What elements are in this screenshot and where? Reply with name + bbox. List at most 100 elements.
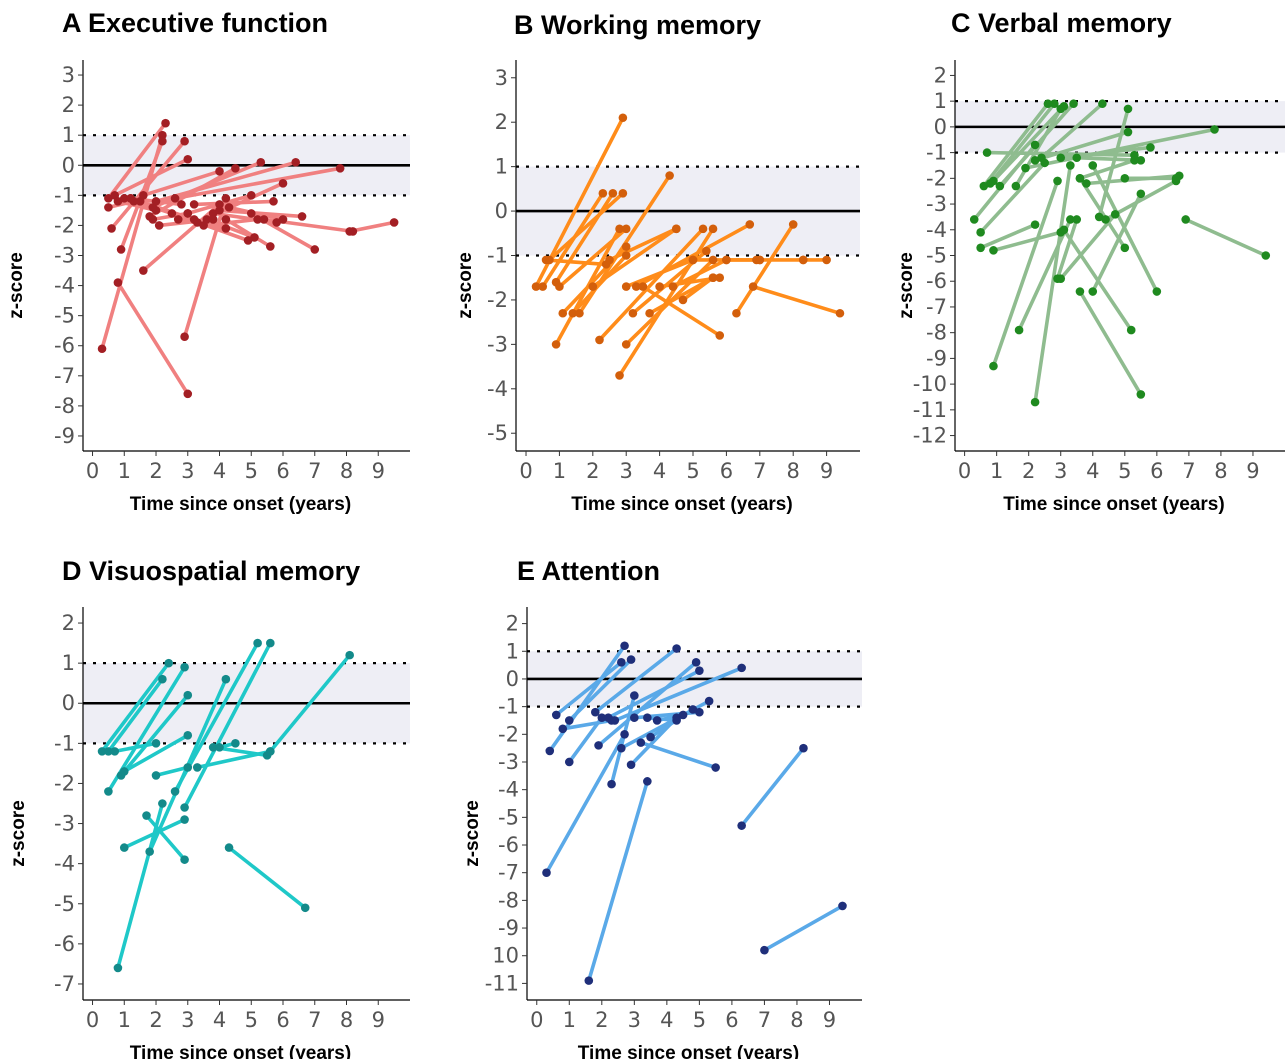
trajectory-line [1023,127,1217,170]
data-point [266,747,275,756]
data-point [180,662,189,672]
data-point [215,200,224,209]
x-tick-label: 6 [720,459,733,483]
trajectory-line [1097,107,1130,219]
data-point [183,731,193,740]
trajectory-line [227,205,285,222]
data-point [708,273,718,283]
trajectory-line [612,666,744,723]
data-point [695,666,704,675]
y-tick-label: -11 [485,971,519,995]
data-point [183,690,193,700]
data-point [597,713,607,723]
data-point [231,163,240,173]
data-point [1030,140,1040,150]
y-tick-label: -3 [926,192,947,216]
y-tick-label: 2 [495,110,508,134]
trajectory-line [991,179,1060,368]
data-point [708,224,718,234]
data-point [1136,156,1146,165]
data-point [564,716,574,725]
data-point [615,224,624,234]
trajectory-line [641,284,722,338]
data-point [655,282,664,291]
y-tick-label: 1 [934,89,947,113]
data-point [628,308,638,318]
x-tick-label: 2 [595,1008,608,1032]
x-tick-label: 3 [181,459,194,483]
y-tick-label: -1 [54,183,75,207]
x-tick-label: 3 [628,1008,641,1032]
data-point [688,255,698,265]
data-point [617,658,626,667]
data-point [1146,143,1155,152]
x-axis-label: Time since onset (years) [571,494,792,515]
data-point [215,743,224,752]
x-tick-label: 2 [586,459,599,483]
trajectory-line [112,157,190,198]
trajectory-line [1183,217,1268,258]
data-point [643,777,652,786]
data-point [745,220,755,229]
trajectory-line [1039,101,1105,160]
trajectory-line [734,222,796,316]
data-point [678,295,688,305]
trajectory-line [227,845,308,910]
y-tick-label: -7 [926,295,947,319]
y-tick-label: 0 [495,199,508,223]
data-point [760,945,769,955]
data-point [822,255,831,265]
data-point [1066,215,1075,224]
trajectory-line [100,661,171,754]
y-tick-label: 2 [934,63,947,87]
data-point [221,224,231,233]
data-point [180,803,189,812]
x-tick-label: 7 [758,1008,771,1032]
x-tick-label: 4 [660,1008,673,1032]
y-tick-label: -7 [54,972,75,996]
trajectory-line [1091,192,1143,294]
trajectory-line [988,101,1057,186]
x-tick-label: 6 [1150,459,1163,483]
trajectory-line [991,230,1063,253]
data-point [119,767,129,776]
data-point [221,194,231,203]
y-tick-label: -6 [498,833,519,857]
data-point [224,843,234,852]
data-point [154,221,164,230]
trajectory-line [739,746,806,828]
data-point [558,308,568,318]
data-point [1136,390,1146,399]
data-point [835,308,845,318]
y-tick-label: -4 [498,778,519,802]
panel-c: C Verbal memory210-1-2-3-4-5-6-7-8-9-10-… [896,8,1285,515]
data-point [737,821,746,830]
y-axis-label: z-score [6,252,27,319]
data-point [148,215,158,224]
data-point [1030,156,1040,165]
x-tick-label: 2 [149,1008,162,1032]
y-tick-label: -11 [913,398,947,422]
x-axis-label: Time since onset (years) [578,1043,799,1059]
data-point [618,188,628,198]
data-point [621,340,631,349]
data-point [183,763,193,772]
data-point [1066,161,1075,170]
trajectory-line [119,693,190,778]
y-tick-label: 1 [506,639,519,663]
data-point [170,194,180,203]
data-point [1014,325,1024,335]
trajectory-line [154,765,190,778]
data-point [698,224,708,234]
data-point [732,308,741,318]
data-point [183,209,193,218]
trajectory-line [154,160,298,204]
x-tick-label: 0 [958,459,971,483]
y-tick-label: -8 [926,321,947,345]
data-point [636,738,646,747]
data-point [139,266,148,275]
data-point [335,163,345,173]
